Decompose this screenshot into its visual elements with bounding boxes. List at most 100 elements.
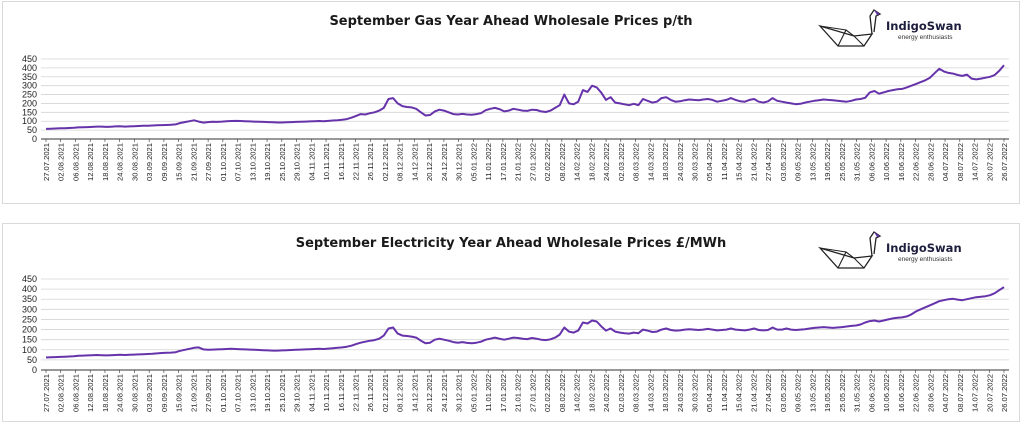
- x-tick-label: 30.12.2021: [455, 143, 464, 181]
- indigoswan-logo: IndigoSwan energy enthusiasts: [814, 228, 989, 272]
- x-tick-label: 20.07.2022: [985, 374, 994, 412]
- x-tick-label: 31.05.2022: [853, 143, 862, 181]
- x-tick-label: 01.10.2021: [219, 143, 228, 181]
- x-tick-label: 08.12.2021: [396, 143, 405, 181]
- x-tick-label: 06.06.2022: [867, 143, 876, 181]
- x-tick-label: 13.10.2021: [248, 374, 257, 412]
- x-tick-label: 27.09.2021: [204, 143, 213, 181]
- x-tick-label: 22.11.2021: [352, 143, 361, 180]
- x-tick-label: 13.05.2022: [808, 374, 817, 412]
- x-tick-label: 17.01.2022: [499, 374, 508, 412]
- x-tick-label: 04.11.2021: [307, 374, 316, 411]
- x-tick-label: 24.12.2021: [440, 143, 449, 181]
- x-tick-label: 28.06.2022: [926, 374, 935, 412]
- x-tick-label: 11.04.2022: [720, 143, 729, 180]
- x-tick-label: 05.01.2022: [469, 143, 478, 181]
- x-tick-label: 27.07.2021: [42, 143, 51, 181]
- y-tick-label: 400: [22, 63, 37, 73]
- x-tick-label: 29.10.2021: [293, 374, 302, 412]
- x-tick-label: 26.07.2022: [1000, 374, 1009, 412]
- x-tick-label: 11.04.2022: [720, 374, 729, 411]
- x-tick-label: 14.03.2022: [646, 143, 655, 181]
- y-tick-label: 350: [22, 72, 37, 82]
- x-tick-label: 08.02.2022: [558, 143, 567, 181]
- x-tick-label: 05.04.2022: [705, 374, 714, 412]
- x-tick-label: 30.08.2021: [130, 374, 139, 412]
- x-tick-label: 28.06.2022: [926, 143, 935, 181]
- x-tick-label: 09.05.2022: [794, 374, 803, 412]
- x-tick-label: 14.12.2021: [410, 143, 419, 181]
- logo-brand: IndigoSwan: [886, 19, 962, 33]
- x-tick-label: 27.01.2022: [528, 143, 537, 181]
- x-tick-label: 06.08.2021: [71, 374, 80, 412]
- x-tick-label: 25.10.2021: [278, 143, 287, 181]
- x-tick-label: 02.12.2021: [381, 143, 390, 181]
- x-tick-label: 18.03.2022: [661, 374, 670, 412]
- x-tick-label: 03.09.2021: [145, 143, 154, 181]
- y-tick-label: 400: [22, 284, 37, 294]
- x-tick-label: 18.02.2022: [587, 374, 596, 412]
- x-tick-label: 02.03.2022: [617, 143, 626, 181]
- y-tick-label: 450: [22, 54, 37, 64]
- gas-chart-panel: September Gas Year Ahead Wholesale Price…: [2, 1, 1020, 204]
- x-tick-label: 21.04.2022: [749, 374, 758, 412]
- x-tick-label: 18.02.2022: [587, 143, 596, 181]
- logo-brand: IndigoSwan: [886, 241, 962, 255]
- x-tick-label: 19.10.2021: [263, 143, 272, 181]
- x-tick-label: 27.07.2021: [42, 374, 51, 412]
- x-tick-label: 16.06.2022: [897, 374, 906, 412]
- logo-tagline: energy enthusiasts: [898, 256, 953, 263]
- x-tick-label: 20.12.2021: [425, 143, 434, 181]
- y-tick-label: 50: [27, 355, 37, 365]
- x-tick-label: 30.08.2021: [130, 143, 139, 181]
- x-tick-label: 21.04.2022: [749, 143, 758, 181]
- x-tick-label: 02.02.2022: [543, 143, 552, 181]
- x-tick-label: 27.04.2022: [764, 143, 773, 181]
- x-tick-label: 18.03.2022: [661, 143, 670, 181]
- x-tick-label: 09.09.2021: [160, 143, 169, 181]
- x-tick-label: 24.02.2022: [602, 374, 611, 412]
- x-tick-label: 21.09.2021: [189, 143, 198, 181]
- x-tick-label: 22.06.2022: [912, 143, 921, 181]
- indigoswan-logo: IndigoSwan energy enthusiasts: [814, 6, 989, 50]
- x-tick-label: 27.01.2022: [528, 374, 537, 412]
- x-tick-label: 22.06.2022: [912, 374, 921, 412]
- y-tick-label: 450: [22, 274, 37, 284]
- x-tick-label: 01.10.2021: [219, 374, 228, 412]
- x-tick-label: 03.09.2021: [145, 374, 154, 412]
- x-tick-label: 15.04.2022: [735, 143, 744, 181]
- x-tick-label: 13.10.2021: [248, 143, 257, 181]
- x-tick-label: 10.06.2022: [882, 374, 891, 412]
- x-tick-label: 30.12.2021: [455, 374, 464, 412]
- x-tick-label: 12.08.2021: [86, 374, 95, 412]
- y-tick-label: 250: [22, 90, 37, 100]
- x-tick-label: 16.06.2022: [897, 143, 906, 181]
- x-tick-label: 09.09.2021: [160, 374, 169, 412]
- x-tick-label: 14.12.2021: [410, 374, 419, 412]
- x-tick-label: 08.07.2022: [956, 374, 965, 412]
- x-tick-label: 14.02.2022: [573, 143, 582, 181]
- x-tick-label: 22.11.2021: [352, 374, 361, 411]
- x-tick-label: 20.07.2022: [985, 143, 994, 181]
- swan-origami-icon: [817, 9, 882, 47]
- x-tick-label: 11.01.2022: [484, 143, 493, 180]
- y-tick-label: 300: [22, 81, 37, 91]
- chart-title: September Electricity Year Ahead Wholesa…: [295, 236, 727, 251]
- x-tick-label: 19.05.2022: [823, 143, 832, 181]
- x-tick-label: 10.06.2022: [882, 143, 891, 181]
- x-tick-label: 11.01.2022: [484, 374, 493, 411]
- x-tick-label: 16.11.2021: [337, 143, 346, 180]
- x-tick-label: 31.05.2022: [853, 374, 862, 412]
- x-tick-label: 19.05.2022: [823, 374, 832, 412]
- price-series-line: [45, 64, 1005, 130]
- x-tick-label: 20.12.2021: [425, 374, 434, 412]
- x-tick-label: 02.03.2022: [617, 374, 626, 412]
- x-tick-label: 19.10.2021: [263, 374, 272, 412]
- x-tick-label: 24.12.2021: [440, 374, 449, 412]
- x-tick-label: 08.02.2022: [558, 374, 567, 412]
- x-tick-label: 24.08.2021: [116, 143, 125, 181]
- x-tick-label: 04.11.2021: [307, 143, 316, 180]
- x-tick-label: 26.07.2022: [1000, 143, 1009, 181]
- x-tick-label: 24.02.2022: [602, 143, 611, 181]
